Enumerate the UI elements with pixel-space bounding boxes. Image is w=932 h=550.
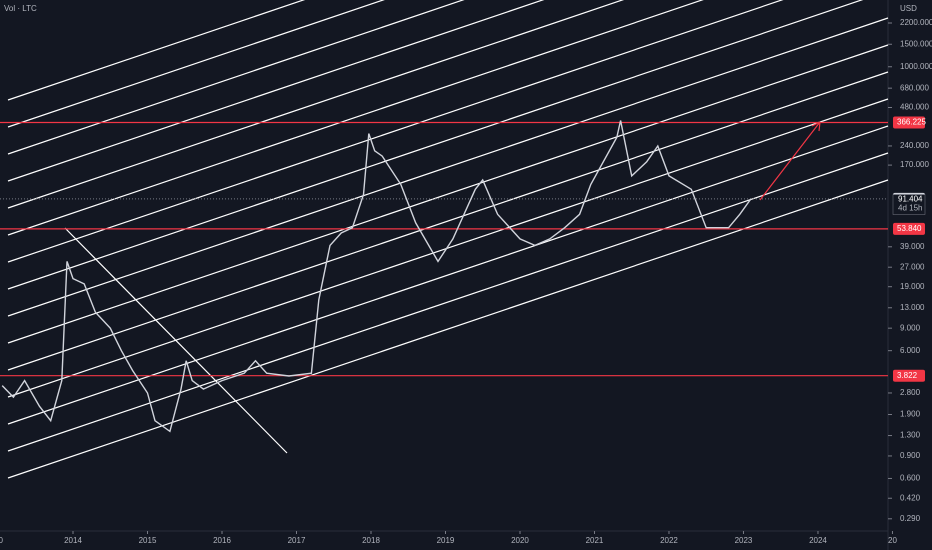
- y-unit: USD: [900, 4, 917, 13]
- price-note-label: 91.404: [898, 195, 923, 204]
- y-tick-label: 19.000: [900, 282, 925, 291]
- y-tick-label: 39.000: [900, 242, 925, 251]
- y-tick-label: 1.300: [900, 431, 921, 440]
- y-tick-label: 1000.000: [900, 62, 932, 71]
- chart-title: Vol · LTC: [4, 4, 37, 13]
- x-tick-label: 2022: [660, 536, 678, 545]
- channel-line: [7, 0, 625, 209]
- price-countdown: 4d 15h: [898, 204, 922, 213]
- y-tick-label: 1.900: [900, 410, 921, 419]
- trend-line: [64, 227, 288, 454]
- x-tick-label: 20: [0, 536, 4, 545]
- y-tick-label: 2.800: [900, 388, 921, 397]
- channel-line: [7, 98, 889, 398]
- level-label-bg: [893, 222, 925, 235]
- x-tick-label: 20: [888, 536, 897, 545]
- y-tick-label: 2200.000: [900, 18, 932, 27]
- y-tick-label: 27.000: [900, 262, 925, 271]
- x-tick-label: 2016: [213, 536, 231, 545]
- x-tick-label: 2024: [809, 536, 827, 545]
- y-tick-label: 6.000: [900, 346, 921, 355]
- x-tick-label: 2019: [437, 536, 455, 545]
- x-tick-label: 2017: [288, 536, 306, 545]
- channel-line: [7, 0, 385, 128]
- y-tick-label: 0.290: [900, 514, 921, 523]
- y-tick-label: 240.000: [900, 141, 929, 150]
- level-label-bg: [893, 369, 925, 382]
- channel-line: [7, 0, 864, 290]
- channel-line: [7, 0, 465, 155]
- drawings: [7, 0, 889, 479]
- y-tick-label: 1500.000: [900, 39, 932, 48]
- channel-line: [7, 44, 889, 344]
- y-tick-label: 480.000: [900, 103, 929, 112]
- x-tick-label: 2014: [64, 536, 82, 545]
- projection-arrow: [759, 121, 821, 201]
- x-tick-label: 2018: [362, 536, 380, 545]
- x-tick-label: 2021: [586, 536, 604, 545]
- y-tick-label: 0.420: [900, 493, 921, 502]
- level-label-bg: [893, 116, 925, 129]
- price-line: [1, 120, 752, 433]
- channel-line: [7, 71, 889, 371]
- level-label: 366.225: [897, 118, 926, 127]
- marks: [0, 120, 888, 433]
- level-label: 53.840: [897, 224, 922, 233]
- channel-line: [7, 0, 784, 263]
- channel-line: [7, 0, 306, 101]
- y-tick-label: 170.000: [900, 160, 929, 169]
- x-tick-label: 2023: [735, 536, 753, 545]
- y-tick-label: 0.900: [900, 451, 921, 460]
- y-tick-label: 680.000: [900, 83, 929, 92]
- price-note-bg: [892, 194, 926, 215]
- channel-line: [7, 179, 889, 479]
- channel-line: [7, 0, 704, 236]
- x-tick-label: 2020: [511, 536, 529, 545]
- channel-line: [7, 152, 889, 452]
- channel-line: [7, 17, 889, 317]
- x-tick-label: 2015: [139, 536, 157, 545]
- y-tick-label: 9.000: [900, 323, 921, 332]
- channel-line: [7, 125, 889, 425]
- y-tick-label: 13.000: [900, 303, 925, 312]
- level-label: 3.822: [897, 371, 918, 380]
- channel-line: [7, 0, 545, 182]
- y-tick-label: 0.600: [900, 474, 921, 483]
